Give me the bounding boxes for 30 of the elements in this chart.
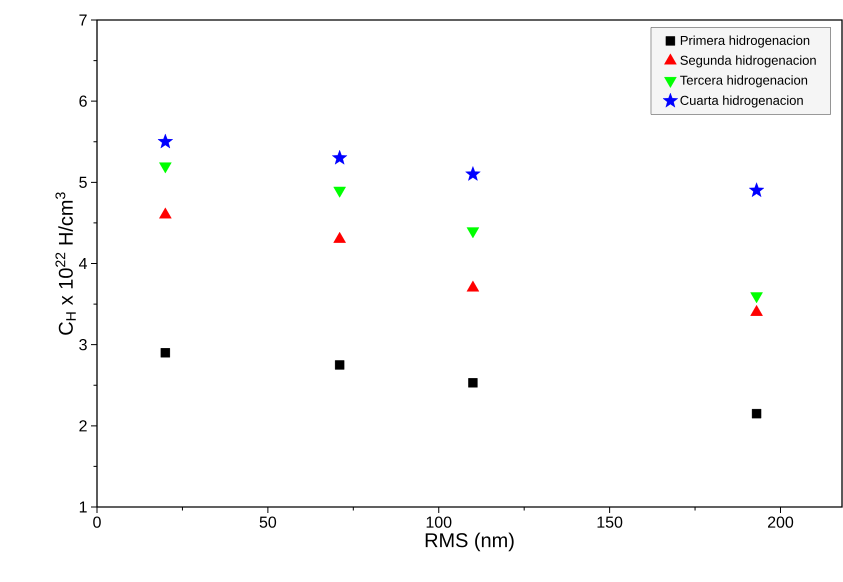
point [159, 208, 172, 218]
x-tick-label: 0 [93, 516, 101, 528]
point [333, 232, 346, 243]
y-tick-label: 1 [80, 502, 87, 512]
point [748, 182, 764, 197]
point [160, 348, 170, 358]
x-tick-label: 50 [260, 516, 276, 528]
legend-label: Cuarta hidrogenacion [680, 95, 803, 108]
y-tick-label: 4 [78, 258, 88, 269]
legend-label: Primera hidrogenacion [680, 35, 810, 48]
point [468, 378, 478, 388]
y-axis-title: C$_{H}$ x 10$^{22}$ H/cm$^{3}$ [55, 192, 76, 335]
point [334, 360, 344, 370]
point [332, 150, 348, 164]
legend-label: Tercera hidrogenacion [680, 75, 808, 88]
x-axis-title: RMS (nm) [426, 532, 514, 552]
point [158, 134, 173, 148]
point [752, 408, 762, 418]
legend-label: Segunda hidrogenacion [680, 55, 816, 68]
x-tick-label: 100 [426, 516, 452, 528]
x-tick-label: 150 [598, 516, 622, 528]
y-tick-label: 3 [79, 339, 87, 350]
x-tick-label: 200 [768, 516, 794, 528]
point [750, 305, 763, 316]
point [465, 166, 481, 181]
y-tick-label: 2 [79, 420, 87, 432]
point [466, 280, 480, 292]
y-tick-label: 6 [79, 96, 87, 107]
y-tick-label: 7 [79, 14, 87, 26]
y-tick-label: 5 [79, 176, 87, 188]
